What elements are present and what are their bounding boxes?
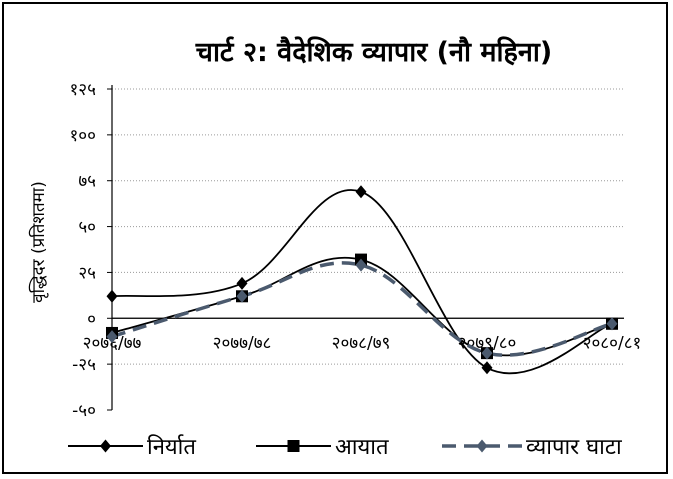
y-tick-label: ७५ [78,172,96,192]
series-line-3 [111,261,613,357]
chart-title: चार्ट २: वैदेशिक व्यापार (नौ महिना) [195,36,552,68]
legend-marker-2 [287,440,300,452]
x-tick-label: २०८०/८१ [583,333,642,353]
x-tick-label: २०७८/७९ [332,333,391,353]
legend-label-3: व्यापार घाटा [526,435,622,460]
legend-label-1: निर्यात [147,434,196,460]
y-tick-label: -२५ [72,355,96,375]
series-3-point [481,346,493,360]
series-1-point [106,289,118,303]
series-1-point [355,185,367,199]
axes [107,85,624,411]
series-markers [106,185,618,375]
legend-marker-3 [476,439,488,453]
legend-marker-1 [100,439,111,453]
y-tick-label: १२५ [69,80,96,100]
legend-label-2: आयात [335,435,389,460]
x-tick-label: २०७७/७८ [213,333,272,353]
series-3-point [606,317,618,331]
chart-frame: चार्ट २: वैदेशिक व्यापार (नौ महिना) वृद्… [2,2,668,474]
y-tick-label: -५० [72,401,96,421]
y-tick-label: ५० [78,218,96,238]
y-tick-label: २५ [78,263,96,283]
series-1-point [236,276,248,290]
series-1-point [481,361,493,375]
line-chart: चार्ट २: वैदेशिक व्यापार (नौ महिना) वृद्… [28,36,642,460]
y-tick-label: ० [87,309,96,329]
series-3-point [106,330,118,344]
y-tick-labels: १२५ १०० ७५ ५० २५ ० -२५ -५० [69,80,96,421]
gridlines [112,88,624,365]
series-3-point [236,289,248,303]
x-tick-label: २०७६/७७ [83,333,142,353]
series-3-point [355,258,367,272]
legend: निर्यात आयात व्यापार घाटा [68,434,622,460]
y-axis-label: वृद्धिदर (प्रतिशतमा) [28,181,49,303]
series-line-1 [111,189,613,375]
y-tick-label: १०० [69,126,96,146]
